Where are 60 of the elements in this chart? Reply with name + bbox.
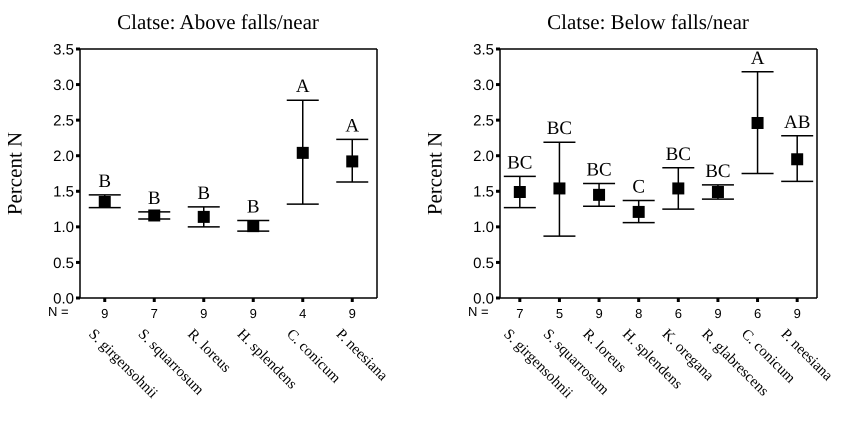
text: 9 bbox=[794, 306, 801, 321]
y-tick-label: 3.5 bbox=[53, 41, 74, 58]
point bbox=[514, 186, 526, 198]
point bbox=[296, 146, 309, 159]
text: 6 bbox=[674, 306, 682, 321]
text: 7 bbox=[150, 306, 158, 321]
annotation: B bbox=[98, 170, 112, 192]
point bbox=[98, 196, 111, 208]
y-tick-label: 0.5 bbox=[473, 254, 494, 272]
y-tick-label: 2.0 bbox=[53, 148, 74, 166]
y-tick-label: 2.0 bbox=[473, 148, 494, 166]
y-tick-label: 1.0 bbox=[473, 219, 494, 236]
y-tick-label: 1.5 bbox=[53, 184, 74, 201]
text: 9 bbox=[101, 306, 108, 321]
point bbox=[712, 186, 724, 198]
annotation: B bbox=[197, 182, 210, 204]
point bbox=[593, 188, 606, 201]
y-tick-label: 2.5 bbox=[53, 112, 74, 130]
text: 5 bbox=[556, 306, 564, 321]
annotation: BC bbox=[507, 152, 532, 174]
text: 9 bbox=[595, 306, 603, 321]
annotation: B bbox=[148, 188, 161, 209]
point bbox=[198, 210, 210, 223]
y-tick-label: 1.5 bbox=[473, 184, 494, 201]
text: 9 bbox=[714, 306, 722, 321]
text: 9 bbox=[250, 306, 257, 321]
annotation: B bbox=[246, 196, 260, 218]
annotation: C bbox=[632, 176, 646, 198]
annotation: BC bbox=[705, 160, 731, 182]
y-axis-title: Percent N bbox=[2, 132, 26, 216]
annotation: A bbox=[345, 115, 360, 136]
text: 8 bbox=[635, 306, 642, 321]
y-tick-label: 2.5 bbox=[473, 112, 494, 130]
text: 9 bbox=[200, 306, 208, 321]
annotation: BC bbox=[586, 159, 612, 180]
annotation: A bbox=[750, 48, 765, 69]
chart-title: Clatse: Below falls/near bbox=[546, 10, 750, 35]
text: 7 bbox=[516, 306, 524, 321]
chart-title: Clatse: Above falls/near bbox=[116, 10, 320, 35]
point bbox=[752, 116, 764, 129]
y-tick-label: 1.0 bbox=[53, 219, 74, 236]
text: 6 bbox=[754, 306, 762, 321]
point bbox=[791, 153, 804, 166]
point bbox=[346, 155, 358, 168]
y-tick-label: 3.0 bbox=[53, 76, 74, 94]
y-tick-label: 3.0 bbox=[473, 76, 494, 94]
y-tick-label: 3.5 bbox=[473, 41, 494, 58]
text: 4 bbox=[299, 306, 306, 321]
y-axis-title: Percent N bbox=[422, 132, 446, 216]
y-tick-label: 0.5 bbox=[53, 254, 74, 272]
annotation: BC bbox=[666, 144, 691, 165]
point bbox=[148, 209, 160, 222]
annotation: BC bbox=[546, 118, 572, 140]
point bbox=[672, 182, 684, 194]
text: 9 bbox=[348, 306, 356, 321]
annotation: AB bbox=[784, 112, 810, 133]
point bbox=[247, 220, 260, 232]
point bbox=[553, 182, 566, 194]
point bbox=[632, 206, 645, 218]
annotation: A bbox=[296, 76, 310, 98]
